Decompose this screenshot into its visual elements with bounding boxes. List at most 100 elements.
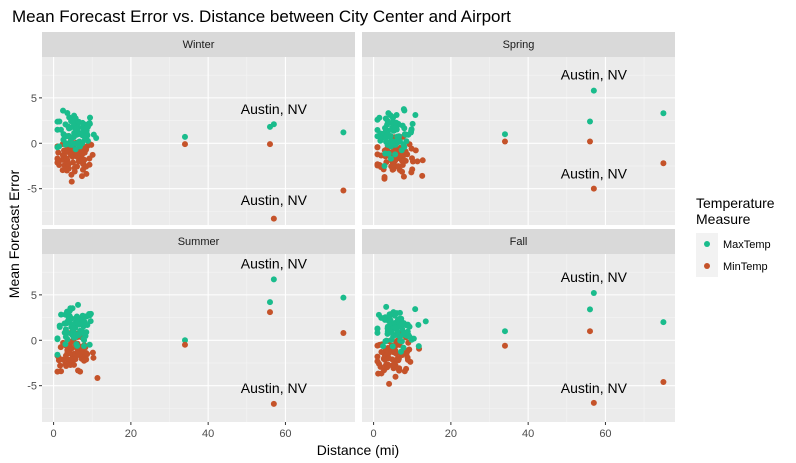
data-point-mintemp (67, 151, 74, 158)
data-point-maxtemp (409, 120, 416, 127)
outlier-point-maxtemp (660, 110, 667, 117)
data-point-maxtemp (86, 341, 93, 348)
data-point-maxtemp (392, 124, 399, 131)
data-point-maxtemp (387, 155, 394, 162)
legend-swatch-maxtemp (704, 241, 710, 247)
data-point-mintemp (374, 353, 381, 360)
legend-items: MaxTemp MinTemp (696, 233, 771, 277)
point-annotation: Austin, NV (561, 166, 628, 182)
data-point-mintemp (374, 144, 381, 151)
outlier-point-mintemp (590, 399, 597, 406)
panel-summer: Summer -5 0 5 0 20 40 60 Austin, NV Austin, NV (27, 229, 355, 440)
outlier-point-mintemp (501, 342, 508, 349)
data-point-mintemp (400, 173, 407, 180)
panel-background (42, 57, 355, 225)
outlier-point-mintemp (266, 141, 273, 148)
x-tick-label: 40 (522, 428, 534, 440)
data-point-mintemp (94, 375, 101, 382)
outlier-point-maxtemp (270, 121, 277, 128)
facet-panels: Winter -5 0 5 Austin, NV Austin, NV Spring Aust… (27, 32, 675, 440)
data-point-mintemp (395, 163, 402, 170)
point-annotation: Austin, NV (561, 269, 628, 285)
data-point-maxtemp (401, 107, 408, 114)
data-point-mintemp (404, 356, 411, 363)
data-point-mintemp (399, 162, 406, 169)
point-annotation: Austin, NV (561, 67, 628, 83)
data-point-maxtemp (389, 343, 396, 350)
data-point-mintemp (89, 349, 96, 356)
data-point-maxtemp (54, 336, 61, 343)
outlier-point-maxtemp (586, 118, 593, 125)
data-point-mintemp (393, 350, 400, 357)
data-point-mintemp (374, 161, 381, 168)
y-tick-label: 0 (31, 335, 37, 347)
data-point-maxtemp (397, 348, 404, 355)
data-point-mintemp (78, 173, 85, 180)
data-point-maxtemp (382, 115, 389, 122)
data-point-maxtemp (402, 329, 409, 336)
data-point-mintemp (390, 161, 397, 168)
data-point-maxtemp (74, 342, 81, 349)
data-point-mintemp (390, 361, 397, 368)
data-point-mintemp (396, 367, 403, 374)
data-point-mintemp (409, 158, 416, 165)
x-tick-label: 0 (371, 428, 377, 440)
point-annotation: Austin, NV (241, 380, 308, 396)
strip-label: Winter (183, 39, 215, 51)
panel-background (362, 57, 675, 225)
data-point-maxtemp (69, 332, 76, 339)
data-point-mintemp (64, 147, 71, 154)
data-point-mintemp (392, 373, 399, 380)
data-point-mintemp (57, 344, 64, 351)
data-point-maxtemp (408, 127, 415, 134)
data-point-maxtemp (374, 116, 381, 123)
outlier-point-mintemp (181, 341, 188, 348)
chart-title: Mean Forecast Error vs. Distance between… (12, 7, 511, 26)
data-point-maxtemp (385, 110, 392, 117)
data-point-maxtemp (61, 132, 68, 139)
data-point-maxtemp (378, 314, 385, 321)
panel-winter: Winter -5 0 5 Austin, NV Austin, NV (27, 32, 355, 225)
data-point-maxtemp (73, 127, 80, 134)
data-point-maxtemp (75, 332, 82, 339)
outlier-point-mintemp (590, 185, 597, 192)
data-point-maxtemp (56, 143, 63, 150)
data-point-mintemp (54, 368, 61, 375)
data-point-mintemp (408, 169, 415, 176)
panel-spring: Spring Austin, NV Austin, NV (362, 32, 675, 225)
outlier-point-maxtemp (586, 306, 593, 313)
data-point-maxtemp (87, 114, 94, 121)
outlier-point-mintemp (501, 138, 508, 145)
data-point-maxtemp (73, 313, 80, 320)
data-point-maxtemp (389, 114, 396, 121)
data-point-mintemp (377, 363, 384, 370)
data-point-mintemp (408, 145, 415, 152)
data-point-maxtemp (390, 140, 397, 147)
data-point-maxtemp (396, 309, 403, 316)
data-point-mintemp (384, 364, 391, 371)
data-point-mintemp (68, 356, 75, 363)
data-point-maxtemp (383, 303, 390, 310)
data-point-maxtemp (392, 324, 399, 331)
data-point-maxtemp (83, 329, 90, 336)
data-point-maxtemp (401, 144, 408, 151)
x-tick-label: 60 (279, 428, 291, 440)
data-point-mintemp (68, 178, 75, 185)
data-point-mintemp (414, 158, 421, 165)
data-point-mintemp (378, 370, 385, 377)
data-point-maxtemp (82, 135, 89, 142)
data-point-maxtemp (412, 111, 419, 118)
data-point-maxtemp (401, 125, 408, 132)
data-point-maxtemp (394, 133, 401, 140)
legend-swatch-mintemp (704, 263, 710, 269)
data-point-mintemp (59, 356, 66, 363)
data-point-maxtemp (383, 133, 390, 140)
y-tick-label: 5 (31, 290, 37, 302)
data-point-maxtemp (81, 342, 88, 349)
outlier-point-mintemp (660, 379, 667, 386)
data-point-mintemp (374, 358, 381, 365)
strip-background (362, 32, 675, 57)
outlier-point-maxtemp (270, 276, 277, 283)
data-point-maxtemp (69, 118, 76, 125)
strip-background (42, 229, 355, 254)
